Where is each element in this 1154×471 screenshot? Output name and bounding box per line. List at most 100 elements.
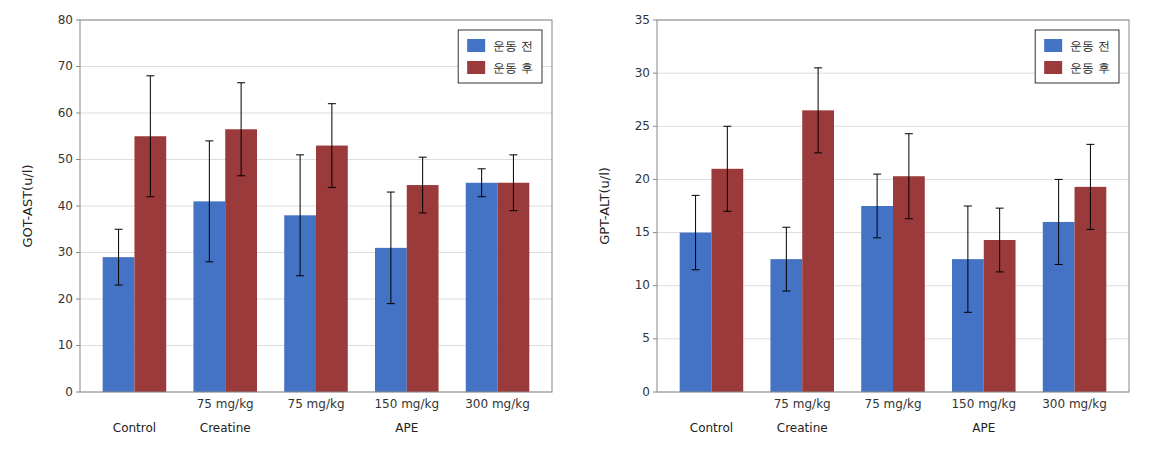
error-cap — [814, 67, 822, 68]
error-line — [481, 169, 482, 197]
error-cap — [115, 229, 123, 230]
error-cap — [387, 192, 395, 193]
y-axis-label: GPT-ALT(u/l) — [597, 167, 612, 245]
error-cap — [478, 168, 486, 169]
plot-frame — [657, 20, 1129, 392]
section-label: Creatine — [200, 421, 251, 435]
section-label: Creatine — [777, 421, 828, 435]
x-tick-label: 75 mg/kg — [865, 397, 922, 411]
error-bar — [237, 83, 245, 176]
error-line — [300, 155, 301, 276]
error-line — [209, 141, 210, 262]
error-line — [908, 134, 909, 219]
error-line — [727, 126, 728, 211]
error-bar — [419, 157, 427, 213]
grid-line — [657, 126, 1129, 127]
legend: 운동 전운동 후 — [1035, 30, 1119, 83]
y-tick — [653, 232, 657, 233]
error-bar — [692, 195, 700, 269]
y-tick — [653, 392, 657, 393]
error-line — [422, 157, 423, 213]
y-tick-label: 50 — [58, 152, 73, 166]
bar — [802, 110, 834, 392]
x-tick-label: 300 mg/kg — [1042, 397, 1107, 411]
error-line — [150, 76, 151, 197]
error-cap — [782, 291, 790, 292]
error-bar — [296, 155, 304, 276]
y-tick-label: 20 — [635, 172, 650, 186]
error-cap — [905, 133, 913, 134]
error-line — [695, 195, 696, 269]
error-bar — [873, 174, 881, 238]
legend-label: 운동 후 — [493, 61, 533, 75]
error-cap — [328, 187, 336, 188]
y-tick-label: 70 — [58, 59, 73, 73]
y-tick-label: 10 — [58, 338, 73, 352]
error-line — [331, 104, 332, 188]
plot-frame — [80, 20, 552, 392]
y-tick-label: 35 — [635, 13, 650, 27]
error-cap — [296, 154, 304, 155]
error-line — [390, 192, 391, 304]
y-tick-label: 40 — [58, 199, 73, 213]
chart-panel: 05101520253035GPT-ALT(u/l)75 mg/kg75 mg/… — [597, 13, 1129, 436]
x-tick-label: 75 mg/kg — [774, 397, 831, 411]
y-tick-label: 5 — [642, 331, 650, 345]
y-tick — [76, 252, 80, 253]
error-cap — [782, 227, 790, 228]
error-bar — [509, 155, 517, 211]
error-bar — [814, 68, 822, 153]
legend-swatch — [1044, 61, 1062, 74]
legend-label: 운동 전 — [493, 39, 533, 53]
y-tick — [76, 392, 80, 393]
y-axis-label: GOT-AST(u/l) — [20, 165, 35, 248]
y-tick-label: 60 — [58, 106, 73, 120]
y-tick-label: 15 — [635, 225, 650, 239]
error-cap — [146, 75, 154, 76]
legend-label: 운동 후 — [1070, 61, 1110, 75]
y-tick — [76, 299, 80, 300]
error-bar — [146, 76, 154, 197]
legend-swatch — [467, 61, 485, 74]
chart-panel: 01020304050607080GOT-AST(u/l)75 mg/kg75 … — [20, 13, 552, 436]
error-cap — [964, 206, 972, 207]
error-cap — [509, 154, 517, 155]
y-tick-label: 80 — [58, 13, 73, 27]
error-cap — [328, 103, 336, 104]
error-bar — [387, 192, 395, 304]
section-label: APE — [395, 421, 418, 435]
error-cap — [723, 126, 731, 127]
error-line — [877, 174, 878, 238]
error-bar — [782, 227, 790, 291]
legend-label: 운동 전 — [1070, 39, 1110, 53]
error-cap — [237, 175, 245, 176]
figure: 01020304050607080GOT-AST(u/l)75 mg/kg75 … — [0, 0, 1154, 471]
marks — [680, 68, 1107, 392]
y-tick — [653, 179, 657, 180]
y-tick — [653, 285, 657, 286]
bar — [407, 185, 439, 392]
error-cap — [996, 208, 1004, 209]
y-tick-label: 10 — [635, 278, 650, 292]
legend-swatch — [1044, 39, 1062, 52]
y-tick — [76, 66, 80, 67]
error-line — [999, 208, 1000, 272]
section-label: Control — [113, 421, 156, 435]
plot-background — [80, 20, 552, 392]
error-cap — [873, 237, 881, 238]
section-label: APE — [972, 421, 995, 435]
plot-background — [657, 20, 1129, 392]
y-tick-label: 25 — [635, 119, 650, 133]
error-bar — [328, 104, 336, 188]
error-line — [786, 227, 787, 291]
error-cap — [873, 174, 881, 175]
error-line — [818, 68, 819, 153]
x-tick-label: 150 mg/kg — [374, 397, 439, 411]
y-tick — [76, 206, 80, 207]
error-cap — [905, 218, 913, 219]
error-bar — [905, 134, 913, 219]
y-tick — [76, 20, 80, 21]
y-tick-label: 30 — [58, 245, 73, 259]
y-tick-label: 20 — [58, 292, 73, 306]
x-tick-label: 75 mg/kg — [288, 397, 345, 411]
